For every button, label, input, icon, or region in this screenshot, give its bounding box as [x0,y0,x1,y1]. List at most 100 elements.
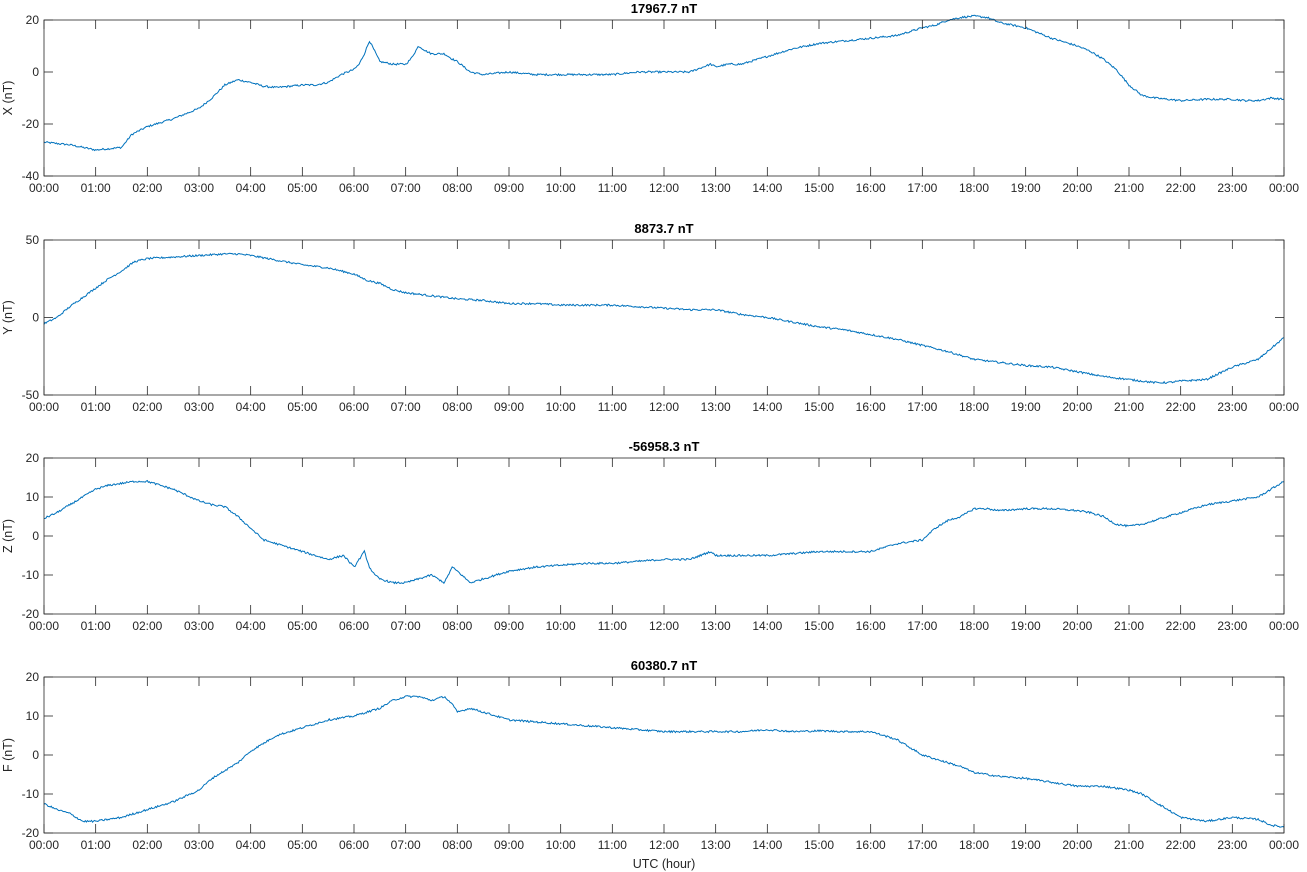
y-axis-label-f: F (nT) [1,738,15,772]
x-tick-label: 16:00 [856,619,886,633]
x-tick-label: 22:00 [1166,400,1196,414]
x-tick-label: 21:00 [1114,619,1144,633]
x-tick-label: 02:00 [132,619,162,633]
x-tick-label: 00:00 [1269,181,1299,195]
x-tick-label: 03:00 [184,838,214,852]
x-tick-label: 21:00 [1114,400,1144,414]
x-tick-label: 16:00 [856,181,886,195]
x-tick-label: 08:00 [442,400,472,414]
x-tick-label: 03:00 [184,181,214,195]
x-tick-label: 00:00 [29,838,59,852]
y-axis-label-z: Z (nT) [1,519,15,553]
x-tick-label: 01:00 [81,400,111,414]
x-tick-label: 12:00 [649,838,679,852]
panel-title-x: 17967.7 nT [631,1,698,16]
y-tick-label: -20 [22,607,40,621]
x-tick-label: 22:00 [1166,838,1196,852]
panel-z: 00:00 01:00 02:00 03:00 04:00 05:00 06:00 07:00… [1,439,1299,633]
x-tick-label: 07:00 [391,400,421,414]
x-tick-label: 14:00 [752,400,782,414]
x-tick-label: 13:00 [701,619,731,633]
x-tick-label: 06:00 [339,619,369,633]
x-tick-label: 07:00 [391,838,421,852]
series-line-f [43,695,1285,828]
y-tick-label: 0 [32,65,39,79]
x-tick-label: 06:00 [339,181,369,195]
x-tick-label: 05:00 [287,619,317,633]
x-tick-label: 07:00 [391,181,421,195]
x-tick-label: 05:00 [287,181,317,195]
x-tick-label: 00:00 [29,400,59,414]
y-axis-label-y: Y (nT) [1,300,15,335]
x-tick-label: 03:00 [184,619,214,633]
x-tick-label: 10:00 [546,619,576,633]
x-tick-label: 12:00 [649,181,679,195]
x-tick-label: 00:00 [29,619,59,633]
x-tick-label: 01:00 [81,619,111,633]
x-tick-label: 09:00 [494,400,524,414]
x-tick-label: 20:00 [1062,838,1092,852]
x-tick-label: 11:00 [598,619,627,633]
y-tick-label: 20 [26,670,40,684]
series-line-y [43,252,1285,385]
x-tick-label: 21:00 [1114,838,1144,852]
x-tick-label: 21:00 [1114,181,1144,195]
x-tick-label: 17:00 [907,400,937,414]
x-tick-label: 23:00 [1217,619,1247,633]
y-tick-label: -40 [22,169,40,183]
x-tick-label: 02:00 [132,838,162,852]
x-tick-label: 19:00 [1011,619,1041,633]
x-tick-label: 06:00 [339,400,369,414]
x-tick-label: 13:00 [701,838,731,852]
axes-box-y [43,239,1285,396]
x-tick-label: 15:00 [804,181,834,195]
x-tick-label: 04:00 [236,619,266,633]
x-tick-label: 17:00 [907,838,937,852]
x-tick-label: 08:00 [442,838,472,852]
y-tick-label: -20 [22,826,40,840]
y-tick-label: -10 [22,787,40,801]
panel-x: 00:00 01:00 02:00 03:00 04:00 05:00 06:00 07:00… [1,1,1299,195]
x-tick-label: 15:00 [804,838,834,852]
y-tick-label: -50 [22,388,40,402]
x-tick-label: 17:00 [907,181,937,195]
x-tick-label: 11:00 [598,181,627,195]
series-line-x [43,14,1285,152]
y-tick-label: 20 [26,13,40,27]
x-tick-label: 18:00 [959,181,989,195]
x-tick-label: 00:00 [29,181,59,195]
x-tick-label: 14:00 [752,619,782,633]
y-tick-label: 50 [26,233,40,247]
x-tick-label: 12:00 [649,400,679,414]
x-tick-label: 16:00 [856,838,886,852]
x-tick-label: 14:00 [752,838,782,852]
x-tick-label: 22:00 [1166,619,1196,633]
x-tick-label: 01:00 [81,838,111,852]
x-tick-label: 20:00 [1062,619,1092,633]
x-tick-label: 19:00 [1011,400,1041,414]
x-tick-label: 00:00 [1269,400,1299,414]
x-tick-label: 11:00 [598,400,627,414]
x-tick-label: 20:00 [1062,181,1092,195]
x-tick-label: 11:00 [598,838,627,852]
panel-title-y: 8873.7 nT [634,221,693,236]
x-tick-label: 23:00 [1217,181,1247,195]
x-tick-label: 18:00 [959,400,989,414]
x-tick-label: 09:00 [494,619,524,633]
x-tick-label: 05:00 [287,838,317,852]
x-tick-label: 17:00 [907,619,937,633]
y-tick-label: 0 [32,748,39,762]
x-tick-label: 04:00 [236,838,266,852]
x-tick-label: 09:00 [494,181,524,195]
x-tick-label: 22:00 [1166,181,1196,195]
x-tick-label: 04:00 [236,181,266,195]
x-tick-label: 15:00 [804,619,834,633]
x-tick-label: 13:00 [701,400,731,414]
x-tick-label: 00:00 [1269,838,1299,852]
x-tick-label: 00:00 [1269,619,1299,633]
x-tick-label: 13:00 [701,181,731,195]
y-tick-label: -10 [22,568,40,582]
y-tick-label: 10 [26,709,40,723]
x-tick-label: 04:00 [236,400,266,414]
